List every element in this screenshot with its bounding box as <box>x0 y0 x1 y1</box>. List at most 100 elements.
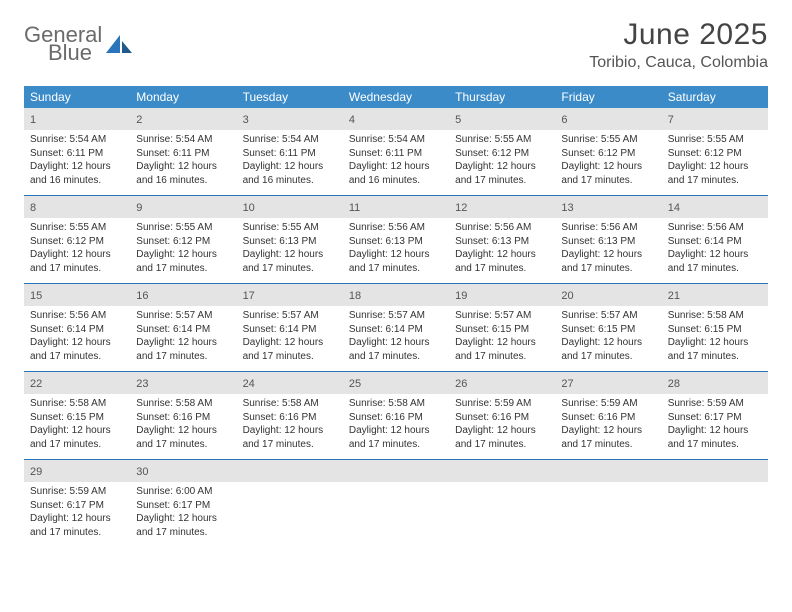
daylight-line: Daylight: 12 hours and 17 minutes. <box>349 336 443 363</box>
sunrise-line: Sunrise: 5:55 AM <box>668 133 762 147</box>
week-row: 22Sunrise: 5:58 AMSunset: 6:15 PMDayligh… <box>24 371 768 459</box>
daylight-line: Daylight: 12 hours and 17 minutes. <box>455 336 549 363</box>
day-cell: 17 Sunrise: 5:57 AMSunset: 6:14 PMDayligh… <box>237 284 343 371</box>
day-number: 10 <box>243 202 255 214</box>
sunset-line: Sunset: 6:12 PM <box>136 235 230 249</box>
day-info: Sunrise: 5:56 AMSunset: 6:13 PMDaylight:… <box>561 221 655 275</box>
sunrise-line: Sunrise: 5:59 AM <box>30 485 124 499</box>
daylight-line: Daylight: 12 hours and 17 minutes. <box>455 248 549 275</box>
sunset-line: Sunset: 6:12 PM <box>668 147 762 161</box>
sunset-line: Sunset: 6:11 PM <box>349 147 443 161</box>
daylight-line: Daylight: 12 hours and 17 minutes. <box>243 424 337 451</box>
daylight-line: Daylight: 12 hours and 17 minutes. <box>561 160 655 187</box>
day-number: 22 <box>30 378 42 390</box>
day-number-bar: 2 <box>130 108 236 130</box>
sunrise-line: Sunrise: 5:54 AM <box>349 133 443 147</box>
day-cell: 11Sunrise: 5:56 AMSunset: 6:13 PMDayligh… <box>343 196 449 283</box>
day-number: 21 <box>668 290 680 302</box>
day-info: Sunrise: 5:56 AMSunset: 6:14 PMDaylight:… <box>668 221 762 275</box>
day-info: Sunrise: 5:59 AMSunset: 6:16 PMDaylight:… <box>561 397 655 451</box>
day-number-bar: 4 <box>343 108 449 130</box>
day-cell: 28Sunrise: 5:59 AMSunset: 6:17 PMDayligh… <box>662 372 768 459</box>
daylight-line: Daylight: 12 hours and 17 minutes. <box>136 512 230 539</box>
daylight-line: Daylight: 12 hours and 17 minutes. <box>30 336 124 363</box>
day-cell: 23Sunrise: 5:58 AMSunset: 6:16 PMDayligh… <box>130 372 236 459</box>
day-cell: 9Sunrise: 5:55 AMSunset: 6:12 PMDaylight… <box>130 196 236 283</box>
day-number: 30 <box>136 466 148 478</box>
day-number-bar: . <box>237 460 343 482</box>
day-cell: 20Sunrise: 5:57 AMSunset: 6:15 PMDayligh… <box>555 284 661 371</box>
sunset-line: Sunset: 6:13 PM <box>455 235 549 249</box>
weekday-header-row: SundayMondayTuesdayWednesdayThursdayFrid… <box>24 86 768 108</box>
day-info: Sunrise: 5:56 AMSunset: 6:13 PMDaylight:… <box>349 221 443 275</box>
day-cell: 3Sunrise: 5:54 AMSunset: 6:11 PMDaylight… <box>237 108 343 195</box>
sunrise-line: Sunrise: 5:59 AM <box>668 397 762 411</box>
weekday-saturday: Saturday <box>662 86 768 108</box>
day-number: 27 <box>561 378 573 390</box>
daylight-line: Daylight: 12 hours and 17 minutes. <box>668 424 762 451</box>
sunset-line: Sunset: 6:15 PM <box>30 411 124 425</box>
sunrise-line: Sunrise: 5:57 AM <box>455 309 549 323</box>
sunrise-line: Sunrise: 5:54 AM <box>243 133 337 147</box>
day-number: 25 <box>349 378 361 390</box>
day-number-bar: 17 <box>237 284 343 306</box>
day-number: 5 <box>455 114 461 126</box>
sunrise-line: Sunrise: 5:58 AM <box>668 309 762 323</box>
day-info: Sunrise: 5:55 AMSunset: 6:12 PMDaylight:… <box>561 133 655 187</box>
sunrise-line: Sunrise: 5:58 AM <box>30 397 124 411</box>
sunset-line: Sunset: 6:12 PM <box>561 147 655 161</box>
day-cell: 27 Sunrise: 5:59 AMSunset: 6:16 PMDayligh… <box>555 372 661 459</box>
daylight-line: Daylight: 12 hours and 17 minutes. <box>136 336 230 363</box>
sunset-line: Sunset: 6:15 PM <box>455 323 549 337</box>
day-number-bar: 26 <box>449 372 555 394</box>
day-number: 1 <box>30 114 36 126</box>
week-row: 15Sunrise: 5:56 AMSunset: 6:14 PMDayligh… <box>24 283 768 371</box>
day-cell: 18Sunrise: 5:57 AMSunset: 6:14 PMDayligh… <box>343 284 449 371</box>
day-cell: 19Sunrise: 5:57 AMSunset: 6:15 PMDayligh… <box>449 284 555 371</box>
day-number-bar: 10 <box>237 196 343 218</box>
day-number-bar: 30 <box>130 460 236 482</box>
daylight-line: Daylight: 12 hours and 17 minutes. <box>243 336 337 363</box>
sunrise-line: Sunrise: 5:54 AM <box>136 133 230 147</box>
day-number-bar: 27 <box>555 372 661 394</box>
day-info: Sunrise: 5:55 AMSunset: 6:12 PMDaylight:… <box>30 221 124 275</box>
sunset-line: Sunset: 6:16 PM <box>349 411 443 425</box>
title-block: June 2025 Toribio, Cauca, Colombia <box>589 18 768 72</box>
day-cell: 29Sunrise: 5:59 AMSunset: 6:17 PMDayligh… <box>24 460 130 547</box>
day-number-bar: 13 <box>555 196 661 218</box>
day-info: Sunrise: 5:58 AMSunset: 6:15 PMDaylight:… <box>30 397 124 451</box>
day-number: 8 <box>30 202 36 214</box>
day-number-bar: 3 <box>237 108 343 130</box>
sunset-line: Sunset: 6:17 PM <box>30 499 124 513</box>
day-cell: 1Sunrise: 5:54 AMSunset: 6:11 PMDaylight… <box>24 108 130 195</box>
sunset-line: Sunset: 6:14 PM <box>243 323 337 337</box>
day-cell: 22 Sunrise: 5:58 AMSunset: 6:15 PMDayligh… <box>24 372 130 459</box>
day-number-bar: 22 <box>24 372 130 394</box>
week-row: 29Sunrise: 5:59 AMSunset: 6:17 PMDayligh… <box>24 459 768 547</box>
day-number: 14 <box>668 202 680 214</box>
day-number-bar: 18 <box>343 284 449 306</box>
day-info: Sunrise: 5:54 AMSunset: 6:11 PMDaylight:… <box>349 133 443 187</box>
day-info: Sunrise: 5:56 AMSunset: 6:14 PMDaylight:… <box>30 309 124 363</box>
day-cell: 10Sunrise: 5:55 AMSunset: 6:13 PMDayligh… <box>237 196 343 283</box>
sunrise-line: Sunrise: 5:55 AM <box>30 221 124 235</box>
day-number: 23 <box>136 378 148 390</box>
day-info: Sunrise: 5:58 AMSunset: 6:16 PMDaylight:… <box>349 397 443 451</box>
day-info: Sunrise: 5:57 AMSunset: 6:14 PMDaylight:… <box>243 309 337 363</box>
daylight-line: Daylight: 12 hours and 17 minutes. <box>561 336 655 363</box>
daylight-line: Daylight: 12 hours and 16 minutes. <box>136 160 230 187</box>
sunrise-line: Sunrise: 5:55 AM <box>455 133 549 147</box>
day-number-bar: 24 <box>237 372 343 394</box>
daylight-line: Daylight: 12 hours and 17 minutes. <box>455 160 549 187</box>
calendar-page: General Blue June 2025 Toribio, Cauca, C… <box>0 0 792 565</box>
day-info: Sunrise: 5:59 AMSunset: 6:16 PMDaylight:… <box>455 397 549 451</box>
day-info: Sunrise: 5:55 AMSunset: 6:12 PMDaylight:… <box>668 133 762 187</box>
daylight-line: Daylight: 12 hours and 17 minutes. <box>243 248 337 275</box>
day-cell: 13 Sunrise: 5:56 AMSunset: 6:13 PMDayligh… <box>555 196 661 283</box>
day-info: Sunrise: 5:58 AMSunset: 6:15 PMDaylight:… <box>668 309 762 363</box>
day-number: 28 <box>668 378 680 390</box>
sunrise-line: Sunrise: 5:56 AM <box>455 221 549 235</box>
day-number-bar: 14 <box>662 196 768 218</box>
day-cell: 6 Sunrise: 5:55 AMSunset: 6:12 PMDaylight… <box>555 108 661 195</box>
day-number: 6 <box>561 114 567 126</box>
